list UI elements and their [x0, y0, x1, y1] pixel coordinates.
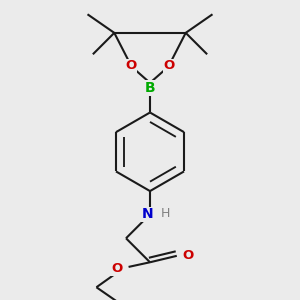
Text: O: O — [163, 59, 174, 72]
Text: H: H — [160, 207, 170, 220]
Text: O: O — [111, 262, 122, 275]
Text: B: B — [145, 81, 155, 95]
Text: O: O — [182, 249, 194, 262]
Text: N: N — [141, 207, 153, 221]
Text: O: O — [126, 59, 137, 72]
